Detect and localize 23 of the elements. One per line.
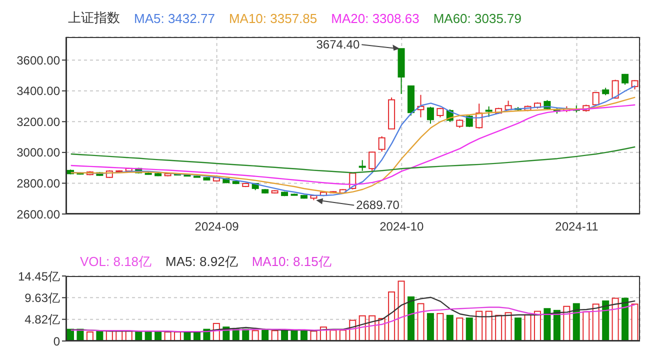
y-tick-label: 9.63亿 bbox=[24, 290, 60, 305]
y-tick-label: 3400.00 bbox=[16, 84, 60, 98]
y-tick-label: 4.82亿 bbox=[24, 312, 60, 327]
y-tick-label: 3600.00 bbox=[16, 53, 60, 68]
y-tick-label: 2600.00 bbox=[16, 207, 60, 222]
text: MA5: 8.92亿 bbox=[166, 253, 238, 271]
y-tick-label: 0 bbox=[53, 334, 60, 348]
x-tick-label: 2024-09 bbox=[194, 220, 240, 234]
y-tick-label: 14.45亿 bbox=[18, 269, 60, 284]
x-tick-label: 2024-10 bbox=[380, 220, 424, 234]
text: MA5: 3432.77 bbox=[134, 10, 215, 26]
text: MA10: 3357.85 bbox=[228, 10, 318, 26]
y-tick-label: 3200.00 bbox=[16, 114, 60, 129]
text: MA60: 3035.79 bbox=[433, 10, 522, 26]
chart-title: 上证指数 bbox=[68, 9, 120, 27]
annotation: 3674.40 bbox=[316, 38, 360, 52]
y-tick-label: 3000.00 bbox=[16, 146, 60, 160]
text: MA10: 8.15亿 bbox=[252, 253, 332, 271]
annotation: 2689.70 bbox=[356, 198, 400, 212]
text: MA20: 3308.63 bbox=[331, 10, 420, 26]
chart-title: VOL: 8.18亿 bbox=[80, 253, 152, 271]
x-tick-label: 2024-11 bbox=[555, 220, 599, 234]
y-tick-label: 2800.00 bbox=[16, 176, 60, 190]
